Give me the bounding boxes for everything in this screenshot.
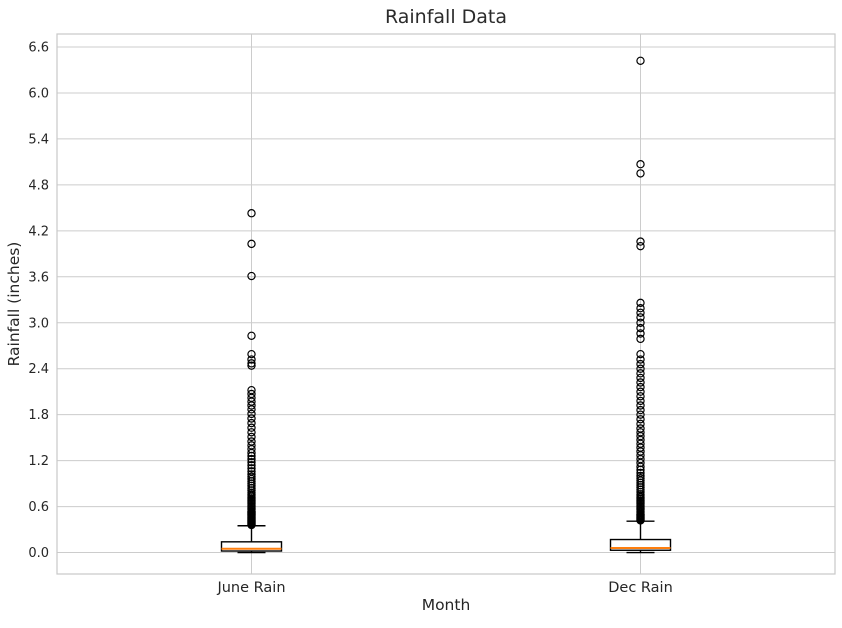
outlier-point [636, 160, 645, 169]
y-tick-label: 0.0 [28, 546, 49, 561]
outlier-point [636, 298, 645, 308]
outlier-point [636, 359, 645, 369]
outlier-point [636, 369, 645, 378]
y-tick-label: 4.8 [28, 178, 49, 193]
outlier-point [247, 464, 256, 473]
chart-title: Rainfall Data [384, 6, 508, 28]
outlier-point [636, 323, 645, 333]
outlier-point [636, 308, 645, 318]
outlier-point [636, 401, 645, 410]
y-tick-label: 0.6 [28, 500, 49, 515]
outlier-point [636, 396, 645, 406]
outlier-point [247, 401, 256, 410]
outlier-point [636, 405, 645, 415]
outlier-point [636, 419, 645, 429]
outlier-point [636, 462, 645, 471]
outlier-point [247, 454, 256, 464]
outlier-point [247, 209, 256, 218]
outlier-point [247, 448, 256, 458]
box [609, 538, 672, 551]
outlier-point [247, 457, 256, 467]
outlier-point [636, 378, 645, 387]
y-tick-label: 5.4 [28, 132, 49, 147]
y-tick-label: 6.0 [28, 86, 49, 101]
y-tick-label: 1.8 [28, 408, 49, 423]
outlier-point [636, 410, 645, 419]
outlier-point [247, 359, 256, 368]
y-tick-label: 6.6 [28, 41, 49, 56]
outlier-point [636, 465, 645, 475]
y-tick-label: 2.4 [28, 362, 49, 377]
outlier-point [247, 414, 256, 423]
outlier-point [247, 428, 256, 437]
x-axis-label: Month [421, 596, 471, 614]
outlier-point [636, 364, 645, 373]
outlier-point [636, 355, 645, 364]
outlier-point [247, 355, 256, 364]
outlier-point [247, 405, 256, 414]
y-tick-label: 3.0 [28, 316, 49, 331]
outlier-point [636, 349, 645, 359]
outlier-point [636, 169, 645, 178]
outlier-point [247, 451, 256, 461]
outlier-point [247, 520, 256, 530]
outlier-point [636, 392, 645, 401]
outlier-point [636, 387, 645, 396]
outlier-point [247, 239, 256, 249]
y-tick-label: 4.2 [28, 224, 49, 239]
outlier-point [636, 382, 645, 392]
y-tick-label: 1.2 [28, 454, 49, 469]
box [220, 541, 283, 552]
outlier-point [247, 409, 256, 419]
y-tick-label: 3.6 [28, 270, 49, 285]
outlier-point [247, 361, 256, 370]
outlier-point [247, 418, 256, 428]
outlier-point [247, 271, 256, 281]
outlier-point [247, 349, 256, 359]
outlier-point [636, 329, 645, 338]
outlier-point [636, 516, 645, 525]
outlier-point [636, 56, 645, 66]
outlier-point [636, 334, 645, 344]
x-tick-label: Dec Rain [608, 580, 673, 596]
outlier-point [636, 415, 645, 424]
outlier-point [636, 304, 645, 313]
outlier-point [247, 331, 256, 340]
plot-border [56, 33, 836, 575]
outlier-point [636, 318, 645, 327]
outlier-point [247, 432, 256, 442]
outlier-point [636, 241, 645, 251]
outlier-point [636, 237, 645, 246]
x-tick-label: June Rain [216, 580, 285, 596]
outlier-point [636, 373, 645, 383]
outlier-point [636, 313, 645, 322]
outlier-point [247, 423, 256, 432]
outlier-point [247, 461, 256, 470]
